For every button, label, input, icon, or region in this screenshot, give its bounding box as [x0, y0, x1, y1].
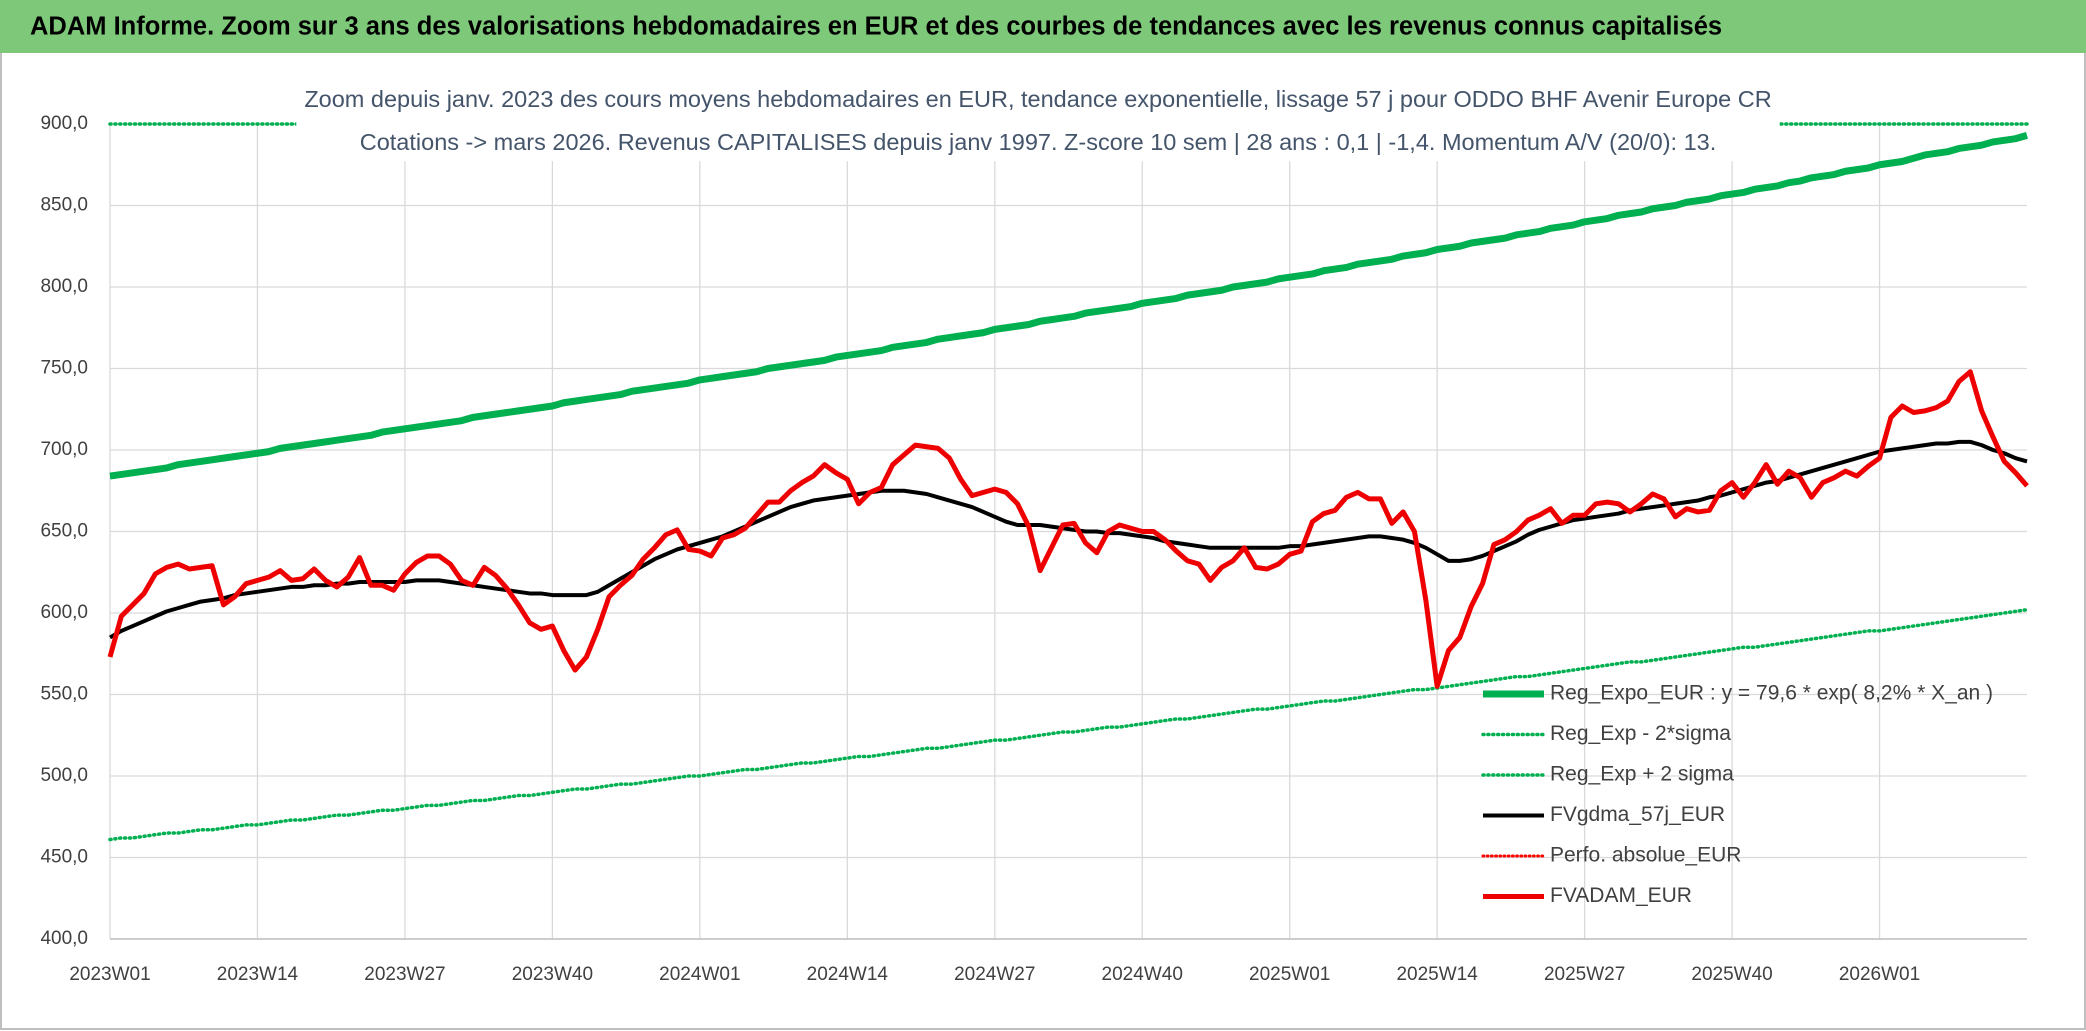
- legend-label: Perfo. absolue_EUR: [1550, 844, 1741, 867]
- x-tick-label: 2026W01: [1839, 964, 1920, 985]
- x-tick-label: 2024W27: [954, 964, 1035, 985]
- series-line: [108, 607, 2029, 842]
- series-line: [107, 369, 2029, 689]
- y-tick-label: 450,0: [40, 847, 88, 868]
- y-tick-label: 400,0: [40, 928, 88, 949]
- series-line: [109, 439, 2028, 640]
- x-tick-label: 2024W40: [1102, 964, 1183, 985]
- y-tick-label: 750,0: [40, 358, 88, 379]
- x-tick-label: 2023W01: [69, 964, 150, 985]
- x-tick-label: 2023W40: [512, 964, 593, 985]
- x-tick-label: 2025W14: [1396, 964, 1478, 985]
- x-tick-label: 2025W40: [1691, 964, 1772, 985]
- legend-label: Reg_Exp + 2 sigma: [1550, 763, 1734, 786]
- chart-titles: Zoom depuis janv. 2023 des cours moyens …: [296, 80, 1780, 162]
- chart-subtitle: Cotations -> mars 2026. Revenus CAPITALI…: [360, 129, 1717, 155]
- y-tick-label: 500,0: [40, 765, 88, 786]
- axes: 400,0 450,0 500,0 550,0 600,0 650,0 700,0 750,0…: [40, 113, 2027, 985]
- legend-label: FVADAM_EUR: [1550, 884, 1692, 907]
- series-line: [109, 132, 2028, 480]
- legend: Reg_Expo_EUR : y = 79,6 * exp( 8,2% * X_…: [1481, 682, 1993, 907]
- x-tick-label: 2025W27: [1544, 964, 1625, 985]
- legend-label: FVgdma_57j_EUR: [1550, 803, 1725, 826]
- y-tick-label: 900,0: [40, 113, 88, 134]
- y-tick-label: 550,0: [40, 684, 88, 705]
- y-tick-label: 600,0: [40, 602, 88, 623]
- x-tick-label: 2024W01: [659, 964, 740, 985]
- chart-title-background: [296, 80, 1780, 162]
- legend-label: Reg_Expo_EUR : y = 79,6 * exp( 8,2% * X_…: [1550, 682, 1993, 705]
- y-tick-label: 800,0: [40, 276, 88, 297]
- x-tick-label: 2023W14: [217, 964, 299, 985]
- x-tick-label: 2024W14: [807, 964, 889, 985]
- x-tick-label: 2023W27: [364, 964, 445, 985]
- y-tick-label: 650,0: [40, 521, 88, 542]
- y-tick-label: 700,0: [40, 439, 88, 460]
- legend-label: Reg_Exp - 2*sigma: [1550, 722, 1731, 745]
- chart-title: Zoom depuis janv. 2023 des cours moyens …: [304, 86, 1771, 112]
- header-bar: [0, 0, 2086, 53]
- header-title: ADAM Informe. Zoom sur 3 ans des valoris…: [30, 13, 1722, 41]
- x-tick-label: 2025W01: [1249, 964, 1330, 985]
- y-tick-label: 850,0: [40, 195, 88, 216]
